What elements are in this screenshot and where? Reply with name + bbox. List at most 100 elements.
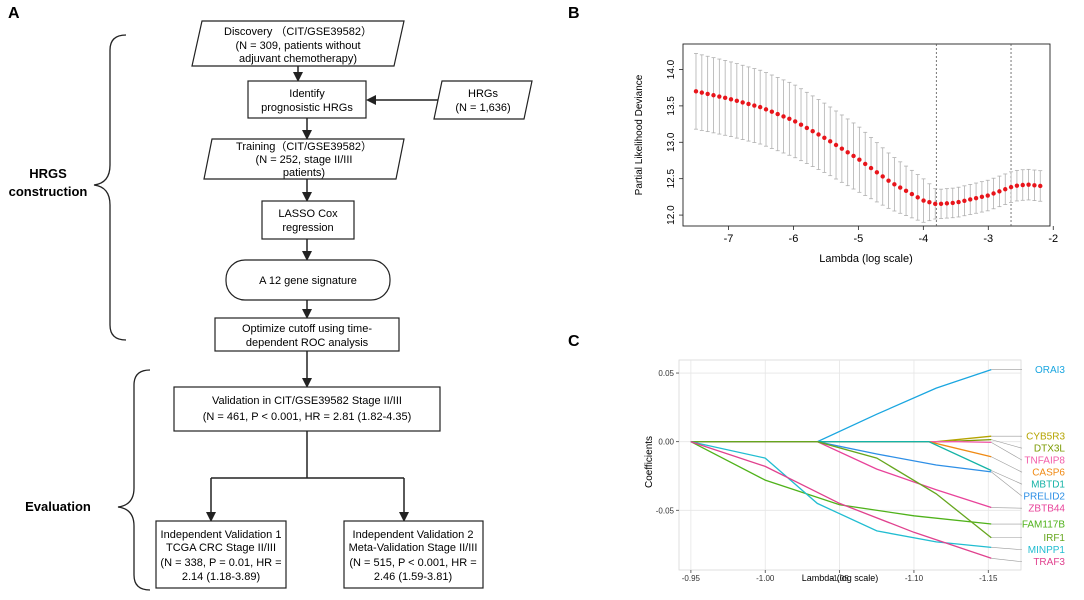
panel-label-c: C	[568, 333, 580, 350]
plot-b-point	[833, 142, 839, 148]
plot-c-line-fam117b	[690, 441, 992, 525]
plot-b-xtick-label: -5	[853, 233, 863, 245]
brace-hrgs-label-2: construction	[9, 184, 88, 199]
training-line-1: Training（CIT/GSE39582）	[236, 140, 372, 153]
signature-text: A 12 gene signature	[259, 275, 357, 287]
panel-label-b: B	[568, 5, 580, 22]
plot-b-point	[769, 109, 775, 114]
plot-b-point	[757, 104, 763, 110]
training-line-2: (N = 252, stage II/III	[256, 154, 353, 166]
identify-line-2: prognosistic HRGs	[261, 102, 353, 114]
hrgs-box	[433, 80, 533, 120]
plot-c-lines	[690, 368, 992, 559]
plot-b-point	[798, 122, 804, 127]
plot-c-label-leader	[991, 471, 1023, 497]
plot-c-series-label-casp6: CASP6	[1032, 468, 1065, 479]
plot-b-point	[1038, 183, 1043, 189]
plot-c-line-irf1	[690, 441, 992, 539]
plot-b-point	[1032, 183, 1037, 188]
plot-c-series-label-irf1: IRF1	[1043, 533, 1065, 544]
discovery-line-3: adjuvant chemotherapy)	[239, 53, 357, 65]
plot-b-point	[822, 135, 827, 140]
brace-eval	[117, 369, 151, 591]
plot-b-point	[903, 188, 909, 194]
plot-b-point	[997, 189, 1002, 194]
plot-b-ytick-label: 12.5	[666, 169, 677, 189]
plot-b-point	[863, 161, 868, 167]
plot-b-point	[973, 195, 979, 201]
indep2-line-1: Independent Validation 2	[353, 529, 474, 541]
plot-b-xlabel: Lambda (log scale)	[819, 253, 913, 265]
plot-b-point	[740, 100, 745, 105]
plot-b-errorbars	[693, 53, 1043, 223]
hrgs-line-1: HRGs	[468, 88, 498, 100]
plot-c-series-label-orai3: ORAI3	[1035, 365, 1065, 376]
plot-b-ylabel: Partial Likelihood Deviance	[634, 74, 645, 195]
plot-c-label-leader	[991, 558, 1023, 563]
plot-c-xlabel: Lambda (log scale)	[802, 573, 879, 583]
plot-b-point	[781, 114, 786, 119]
plot-b-point	[722, 95, 728, 101]
plot-c-labels: ORAI3 CYB5R3DTX3LTNFAIP8CASP6MBTD1PRELID2…	[991, 365, 1065, 568]
plot-b-point	[979, 194, 985, 200]
plot-b-point	[985, 193, 990, 198]
plot-c-x-axis: -0.95 -1.00 -1.05 -1.10 -1.15	[682, 570, 998, 583]
plot-b-point	[991, 191, 996, 196]
plot-c-line-traf3	[690, 441, 992, 559]
plot-c-ytick-label: 0.00	[658, 438, 674, 447]
plot-b-point	[938, 201, 944, 207]
plot-b-point	[968, 197, 973, 202]
optimize-box	[214, 317, 400, 352]
plot-b-point	[921, 198, 926, 203]
indep1-line-2: TCGA CRC Stage II/III	[166, 542, 276, 554]
plot-b-point	[892, 182, 897, 187]
plot-b-ytick-label: 13.0	[666, 132, 677, 152]
identify-box	[247, 80, 367, 119]
plot-b-point	[746, 101, 751, 107]
plot-b-point	[728, 97, 734, 102]
indep1-line-4: 2.14 (1.18-3.89)	[182, 571, 260, 583]
plot-b-y-axis: 12.0 12.5 13.0 13.5 14.0	[666, 59, 683, 225]
hrgs-line-2: (N = 1,636)	[455, 102, 510, 114]
plot-b-point	[717, 94, 722, 99]
brace-eval-label: Evaluation	[25, 499, 91, 514]
plot-c-label-leader	[991, 507, 1023, 509]
plot-c-label-leader	[991, 456, 1023, 473]
lasso-line-2: regression	[282, 222, 333, 234]
plot-c-series-label-dtx3l: DTX3L	[1034, 444, 1066, 455]
indep2-line-2: Meta-Validation Stage II/III	[349, 542, 478, 554]
plot-b-point	[880, 174, 885, 179]
optimize-line-2: dependent ROC analysis	[246, 337, 369, 349]
plot-c-ylabel: Coefficients	[644, 436, 655, 488]
plot-b-point	[810, 129, 815, 134]
plot-b-frame	[682, 43, 1051, 227]
plot-b-point	[787, 116, 792, 121]
indep1-line-3: (N = 338, P = 0.01, HR =	[160, 557, 281, 569]
plot-b-point	[775, 111, 780, 117]
plot-c-series-label-mbtd1: MBTD1	[1031, 480, 1065, 491]
plot-b-point	[927, 200, 932, 205]
plot-b-point	[886, 178, 891, 183]
plot-b-point	[699, 90, 705, 95]
plot-c-series-label-cyb5r3: CYB5R3	[1026, 432, 1065, 443]
plot-b-point	[909, 191, 915, 197]
plot-b-point	[1014, 183, 1020, 188]
panel-c: C ORAI3 CYB5R3DTX3LTNFAIP8CASP6MBTD1PRELI…	[568, 333, 1065, 583]
plot-b-ytick-label: 14.0	[666, 59, 677, 79]
plot-c-xtick-label: -1.10	[905, 574, 924, 583]
discovery-line-1: Discovery （CIT/GSE39582）	[224, 25, 372, 38]
plot-b-point	[752, 103, 757, 108]
plot-c-y-axis: 0.05 0.00 -0.05	[656, 369, 679, 515]
plot-b-xtick-label: -3	[983, 233, 993, 245]
plot-b-point	[845, 150, 850, 155]
signature-box	[225, 259, 391, 301]
indep2-line-3: (N = 515, P < 0.001, HR =	[349, 557, 476, 569]
plot-b-point	[933, 201, 938, 207]
plot-b-point	[792, 119, 798, 124]
plot-b-points	[693, 89, 1043, 207]
plot-b-point	[956, 199, 961, 205]
plot-b-vlines	[935, 44, 1012, 226]
lasso-box	[261, 200, 355, 240]
training-box	[203, 138, 405, 180]
plot-c-xtick-label: -1.15	[979, 574, 998, 583]
